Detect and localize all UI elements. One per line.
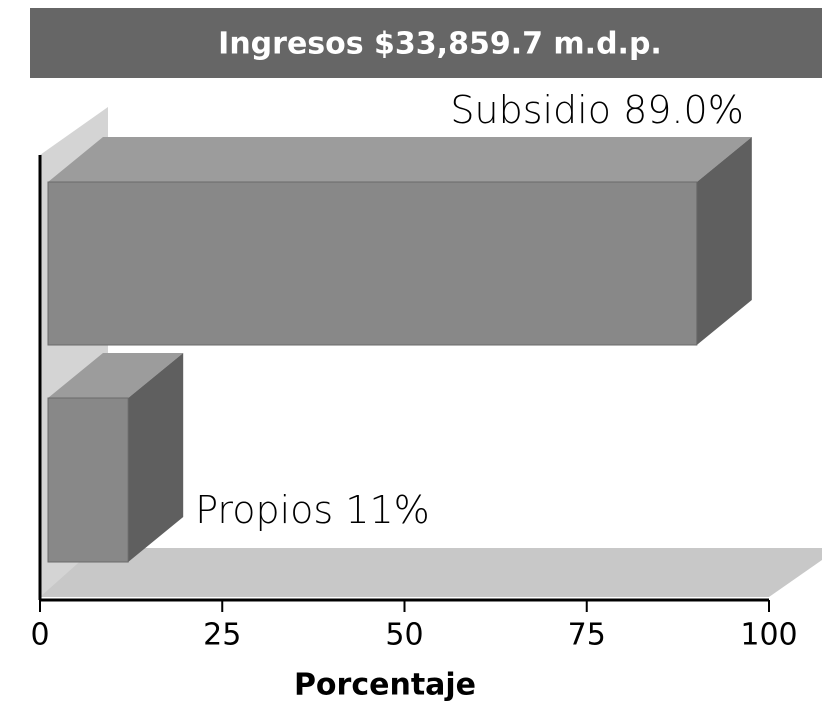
value-label: 89.0% (623, 88, 744, 132)
page: Ingresos $33,859.7 m.d.p. Porcentaje 0 25… (0, 0, 822, 705)
floor (40, 548, 822, 597)
x-axis-label: Porcentaje (294, 668, 476, 703)
data-label: Propios 11% (195, 488, 430, 532)
value-label: 11% (345, 488, 429, 532)
x-tick-label: 50 (385, 618, 423, 653)
bar (48, 398, 128, 562)
bar-top (48, 137, 752, 182)
category-label: Propios (195, 488, 333, 532)
bar (48, 182, 697, 345)
x-tick-label: 75 (568, 618, 606, 653)
chart-title: Ingresos $33,859.7 m.d.p. (218, 27, 662, 62)
x-tick-label: 100 (740, 618, 797, 653)
data-label: Subsidio 89.0% (450, 88, 743, 132)
category-label: Subsidio (450, 88, 611, 132)
x-tick-label: 0 (30, 618, 49, 653)
chart: Ingresos $33,859.7 m.d.p. Porcentaje 0 25… (0, 0, 822, 705)
x-tick-label: 25 (203, 618, 241, 653)
